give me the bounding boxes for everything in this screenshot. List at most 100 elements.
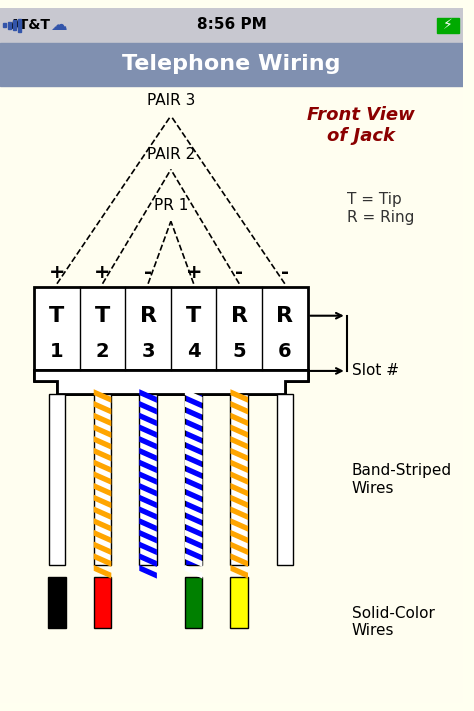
Bar bbox=[0, 43, 463, 87]
Bar bbox=[3, 23, 6, 27]
Polygon shape bbox=[185, 565, 202, 579]
Polygon shape bbox=[139, 448, 157, 461]
Text: R: R bbox=[140, 306, 156, 326]
Bar bbox=[94, 394, 111, 565]
Polygon shape bbox=[94, 530, 111, 543]
Text: +: + bbox=[94, 262, 111, 282]
Polygon shape bbox=[185, 401, 202, 415]
Bar bbox=[230, 394, 248, 565]
Polygon shape bbox=[34, 370, 308, 394]
Polygon shape bbox=[230, 495, 248, 508]
Polygon shape bbox=[230, 401, 248, 415]
Text: R: R bbox=[276, 306, 293, 326]
Text: PAIR 3: PAIR 3 bbox=[146, 93, 195, 108]
Polygon shape bbox=[94, 436, 111, 450]
Bar bbox=[8, 22, 11, 29]
Polygon shape bbox=[185, 495, 202, 508]
Bar bbox=[18, 19, 20, 32]
Bar bbox=[139, 394, 157, 565]
Bar bbox=[94, 577, 111, 629]
Text: AT&T: AT&T bbox=[10, 18, 51, 32]
Text: T: T bbox=[186, 306, 201, 326]
Text: 2: 2 bbox=[96, 342, 109, 361]
Polygon shape bbox=[230, 459, 248, 473]
Polygon shape bbox=[139, 565, 157, 579]
Text: ⚡: ⚡ bbox=[443, 18, 453, 32]
Polygon shape bbox=[139, 401, 157, 415]
Polygon shape bbox=[185, 448, 202, 461]
Polygon shape bbox=[230, 565, 248, 579]
Polygon shape bbox=[94, 389, 111, 403]
Polygon shape bbox=[185, 471, 202, 485]
Polygon shape bbox=[185, 389, 202, 403]
Polygon shape bbox=[139, 495, 157, 508]
Polygon shape bbox=[139, 483, 157, 496]
Polygon shape bbox=[139, 530, 157, 543]
Polygon shape bbox=[94, 542, 111, 555]
Polygon shape bbox=[94, 553, 111, 567]
Polygon shape bbox=[230, 471, 248, 485]
Bar bbox=[13, 20, 16, 30]
Bar bbox=[185, 394, 202, 565]
Bar bbox=[49, 394, 65, 565]
Polygon shape bbox=[94, 459, 111, 473]
Polygon shape bbox=[230, 412, 248, 427]
Text: -: - bbox=[235, 262, 243, 282]
Text: 6: 6 bbox=[278, 342, 292, 361]
Polygon shape bbox=[230, 553, 248, 567]
Text: PAIR 2: PAIR 2 bbox=[147, 146, 195, 161]
Bar bbox=[230, 577, 248, 629]
Bar bbox=[34, 287, 308, 370]
Polygon shape bbox=[139, 459, 157, 473]
Polygon shape bbox=[94, 471, 111, 485]
Polygon shape bbox=[94, 495, 111, 508]
Polygon shape bbox=[185, 530, 202, 543]
Text: 4: 4 bbox=[187, 342, 201, 361]
Text: T: T bbox=[95, 306, 110, 326]
Text: -: - bbox=[281, 262, 289, 282]
Polygon shape bbox=[139, 424, 157, 438]
Text: Solid-Color
Wires: Solid-Color Wires bbox=[352, 606, 434, 638]
Polygon shape bbox=[185, 506, 202, 520]
Text: PR 1: PR 1 bbox=[154, 198, 188, 213]
Polygon shape bbox=[185, 436, 202, 450]
Polygon shape bbox=[230, 436, 248, 450]
Polygon shape bbox=[185, 553, 202, 567]
Polygon shape bbox=[139, 436, 157, 450]
Text: Front View
of Jack: Front View of Jack bbox=[308, 106, 415, 145]
Text: R: R bbox=[231, 306, 248, 326]
Bar bbox=[438, 18, 459, 33]
Text: +: + bbox=[185, 262, 202, 282]
Polygon shape bbox=[185, 483, 202, 496]
Text: 1: 1 bbox=[50, 342, 64, 361]
Polygon shape bbox=[139, 553, 157, 567]
Polygon shape bbox=[230, 448, 248, 461]
Polygon shape bbox=[185, 459, 202, 473]
Polygon shape bbox=[139, 506, 157, 520]
Polygon shape bbox=[139, 518, 157, 532]
Text: -: - bbox=[144, 262, 152, 282]
Polygon shape bbox=[94, 518, 111, 532]
Polygon shape bbox=[94, 506, 111, 520]
Polygon shape bbox=[230, 518, 248, 532]
Text: 8:56 PM: 8:56 PM bbox=[197, 18, 266, 33]
Polygon shape bbox=[139, 471, 157, 485]
Polygon shape bbox=[230, 506, 248, 520]
Polygon shape bbox=[185, 542, 202, 555]
Polygon shape bbox=[139, 412, 157, 427]
Polygon shape bbox=[185, 518, 202, 532]
Polygon shape bbox=[94, 483, 111, 496]
Text: +: + bbox=[49, 262, 65, 282]
Polygon shape bbox=[94, 412, 111, 427]
Polygon shape bbox=[94, 424, 111, 438]
Bar bbox=[277, 394, 292, 565]
Polygon shape bbox=[185, 412, 202, 427]
Polygon shape bbox=[230, 530, 248, 543]
Polygon shape bbox=[94, 401, 111, 415]
Polygon shape bbox=[230, 542, 248, 555]
Bar bbox=[185, 577, 202, 629]
Bar bbox=[48, 577, 66, 629]
Text: Slot #: Slot # bbox=[352, 363, 399, 378]
Polygon shape bbox=[230, 424, 248, 438]
Polygon shape bbox=[185, 424, 202, 438]
